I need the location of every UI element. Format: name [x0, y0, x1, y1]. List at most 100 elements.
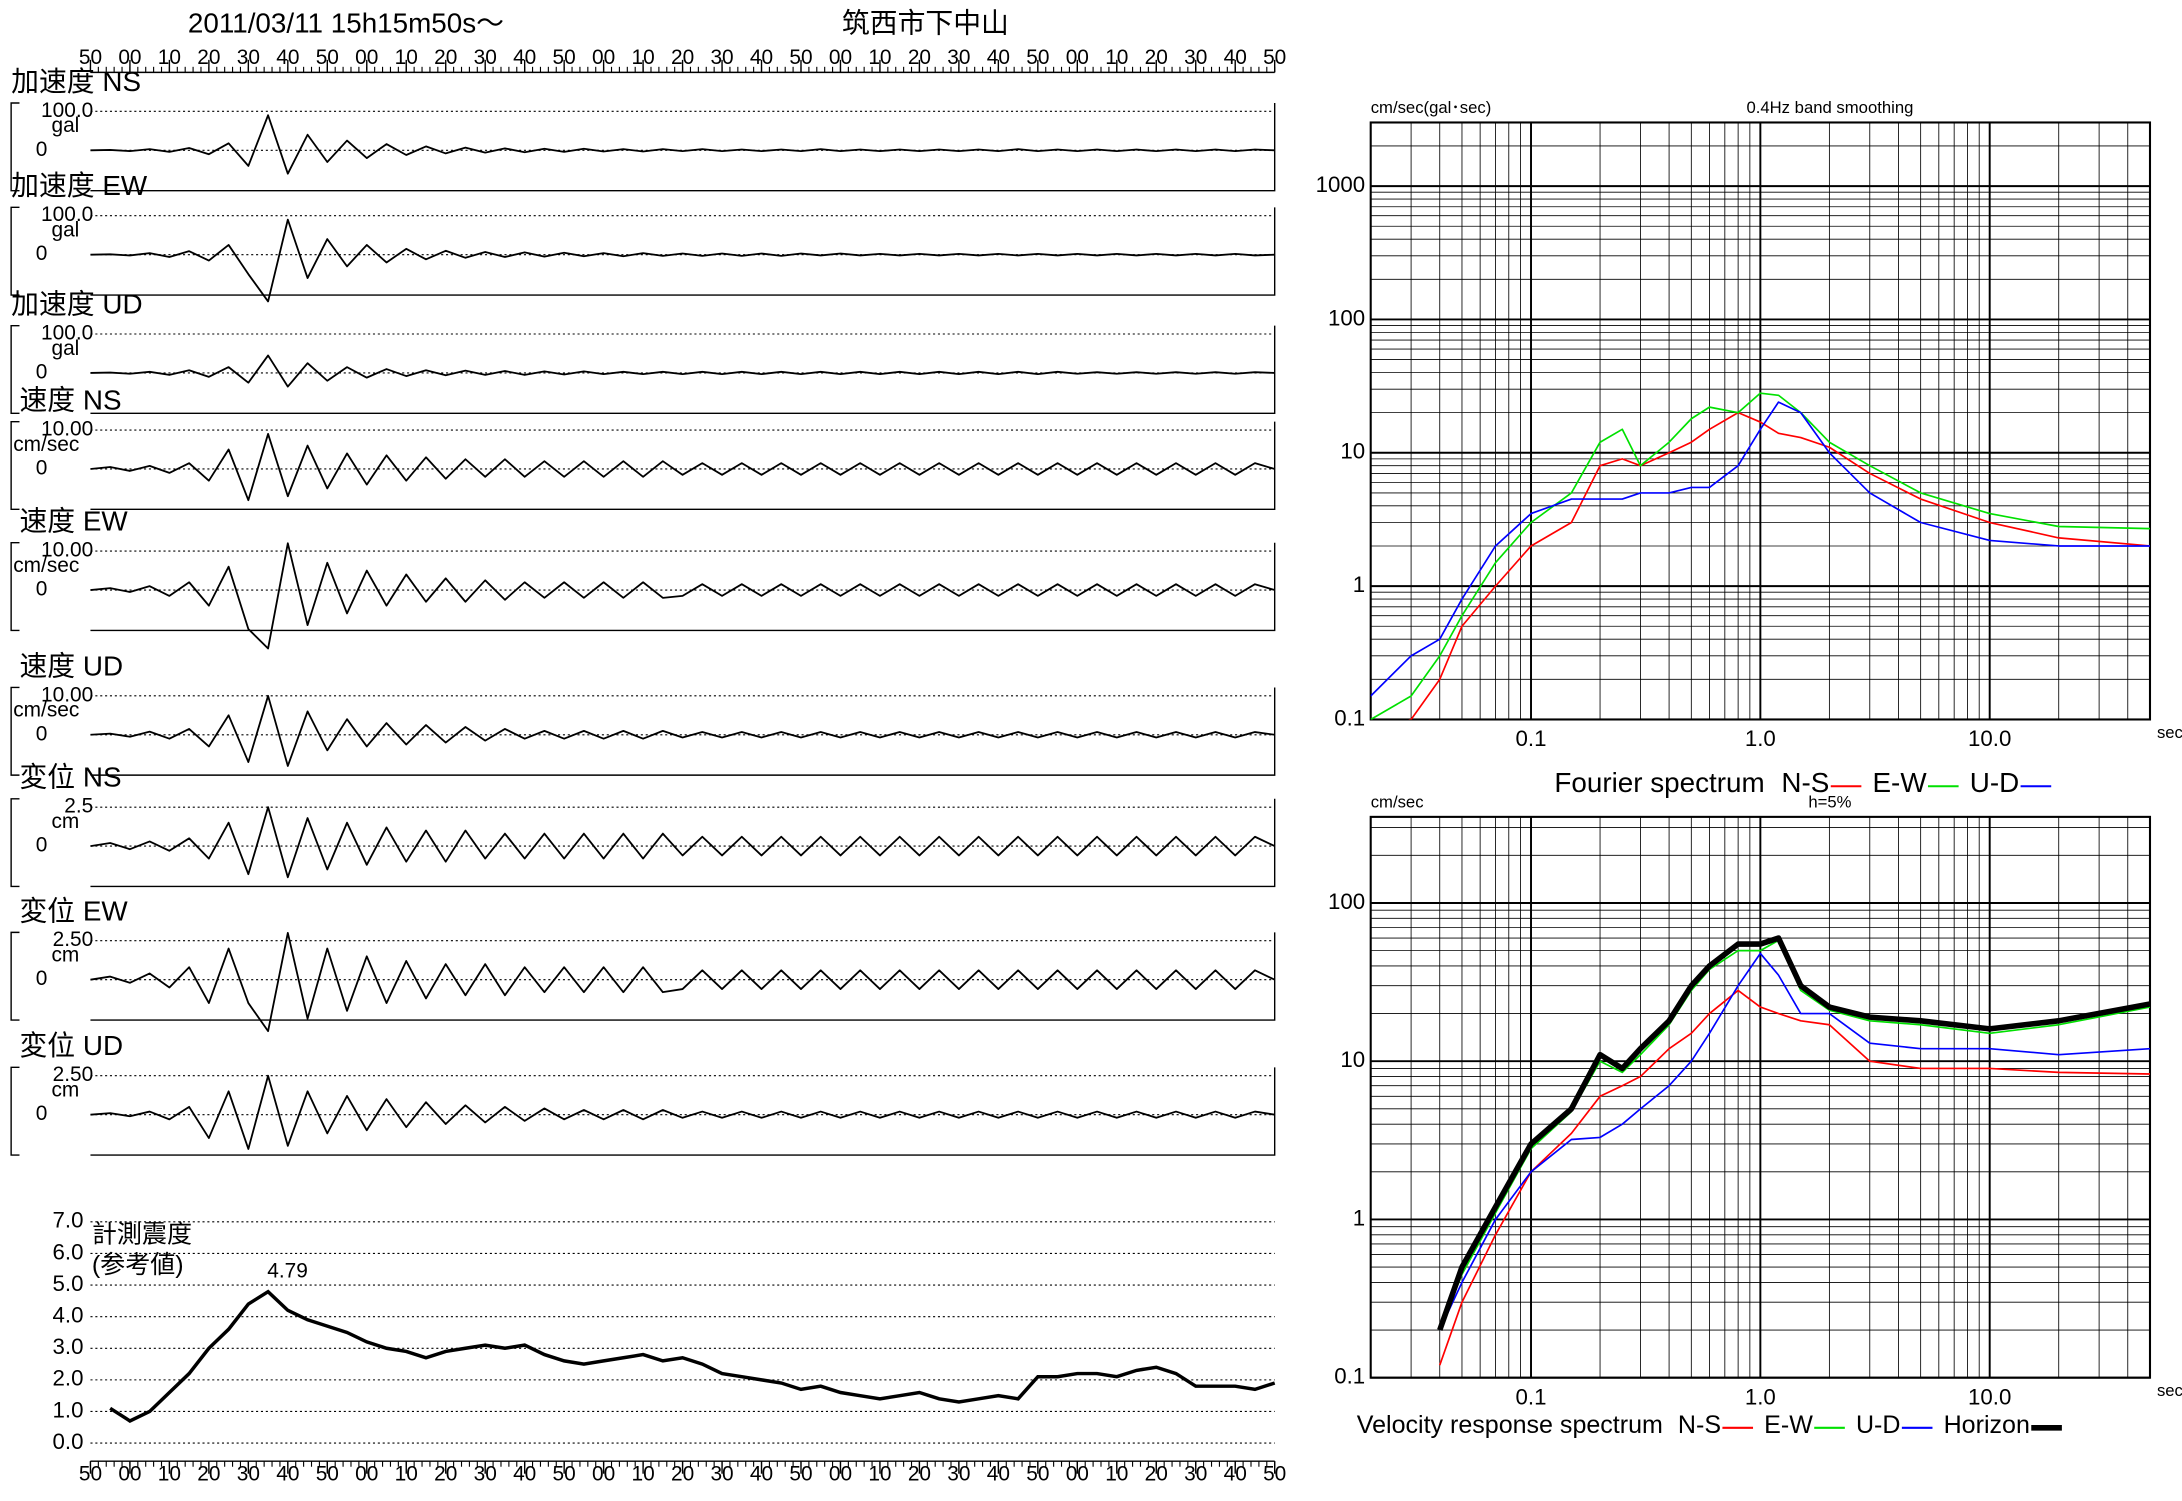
- x-tick-label: 1.0: [1745, 1384, 1776, 1409]
- x-tick-label: 10: [1105, 46, 1128, 69]
- peak-label: 4.79: [267, 1260, 308, 1283]
- y-tick-label: 100.0: [41, 203, 93, 226]
- panel-label: 加速度 UD: [11, 289, 142, 320]
- waveform: [90, 694, 1275, 767]
- y-tick-label: 10.00: [41, 539, 93, 562]
- y-tick-label: 1: [1353, 1205, 1365, 1230]
- y-tick-label: 1.0: [53, 1397, 84, 1422]
- x-tick-label: 50: [1263, 46, 1286, 69]
- y-tick-label: 10.00: [41, 418, 93, 441]
- y-tick-label: 100: [1328, 889, 1365, 914]
- series-line: [1370, 401, 2150, 697]
- x-tick-label: 10: [395, 1463, 418, 1486]
- panel-label: 変位 UD: [19, 1030, 123, 1061]
- y-tick-label: 100.0: [41, 99, 93, 122]
- panel-bracket: [10, 420, 20, 511]
- x-tick-label: 50: [79, 46, 102, 69]
- x-tick-label: 50: [79, 1463, 102, 1486]
- x-tick-label: 40: [276, 1463, 299, 1486]
- series-line: [1408, 411, 2150, 720]
- waveform: [90, 1074, 1275, 1150]
- panel-label: 変位 EW: [19, 895, 128, 926]
- x-tick-label: 30: [947, 46, 970, 69]
- chart-title: 計測震度: [92, 1220, 192, 1248]
- x-tick-label: 50: [316, 46, 339, 69]
- x-tick-label: 20: [434, 46, 457, 69]
- x-tick-label: 10: [1105, 1463, 1128, 1486]
- x-tick-label: 40: [1224, 1463, 1247, 1486]
- x-tick-label: 50: [553, 46, 576, 69]
- x-tick-label: 00: [355, 46, 378, 69]
- x-tick-label: 40: [513, 1463, 536, 1486]
- x-axis-label: sec: [2157, 723, 2182, 742]
- x-tick-label: 20: [197, 46, 220, 69]
- x-tick-label: 20: [1145, 46, 1168, 69]
- x-tick-label: 10: [158, 1463, 181, 1486]
- panel-bracket: [10, 206, 20, 296]
- x-tick-label: 30: [710, 46, 733, 69]
- y-tick-label: 4.0: [53, 1303, 84, 1328]
- panel-bracket: [10, 542, 20, 632]
- waveform: [90, 542, 1275, 650]
- x-tick-label: 10: [631, 1463, 654, 1486]
- x-tick-label: 0.1: [1516, 726, 1547, 751]
- panel-frame: [90, 325, 1276, 415]
- x-tick-label: 20: [908, 46, 931, 69]
- chart-subtitle: 0.4Hz band smoothing: [1746, 98, 1913, 117]
- legend-title: Velocity response spectrum: [1357, 1411, 1663, 1439]
- panel-frame: [90, 102, 1276, 192]
- legend-label: U-D: [1970, 767, 2019, 798]
- panel-unit: cm: [52, 810, 80, 833]
- y-axis-label: cm/sec: [1371, 792, 1424, 811]
- x-tick-label: 40: [750, 46, 773, 69]
- x-tick-label: 50: [1026, 46, 1049, 69]
- y-tick-label: 0.1: [1334, 705, 1365, 730]
- y-tick-label: 100: [1328, 305, 1365, 330]
- y-tick-label: 0: [36, 456, 48, 479]
- series-line: [1438, 989, 2150, 1366]
- panel-frame: [90, 421, 1276, 511]
- y-tick-label: 0: [36, 834, 48, 857]
- panel-label: 加速度 EW: [11, 170, 148, 201]
- y-tick-label: 0.0: [53, 1429, 84, 1454]
- series-group: [1370, 392, 2150, 720]
- x-tick-label: 30: [947, 1463, 970, 1486]
- x-tick-label: 30: [237, 1463, 260, 1486]
- y-tick-label: 0: [36, 722, 48, 745]
- y-tick-label: 1000: [1316, 172, 1366, 197]
- panel-bracket: [10, 102, 20, 192]
- waveform: [90, 932, 1276, 1033]
- y-tick-label: 2.5: [64, 795, 93, 818]
- x-tick-label: 50: [316, 1463, 339, 1486]
- x-tick-label: 30: [1184, 46, 1207, 69]
- panel-bracket: [10, 324, 20, 415]
- x-tick-label: 00: [592, 1463, 615, 1486]
- y-tick-label: 10.00: [41, 683, 93, 706]
- x-tick-label: 00: [1066, 1463, 1089, 1486]
- series-line: [1438, 939, 2150, 1331]
- y-tick-label: 0: [36, 360, 48, 383]
- y-tick-label: 0: [36, 242, 48, 265]
- x-tick-label: 10.0: [1968, 726, 2011, 751]
- legend-label: E-W: [1873, 767, 1928, 798]
- x-tick-label: 40: [513, 46, 536, 69]
- x-tick-label: 00: [592, 46, 615, 69]
- x-tick-label: 30: [1184, 1463, 1207, 1486]
- legend-title: Fourier spectrum: [1554, 767, 1764, 798]
- y-tick-label: 0: [36, 578, 48, 601]
- panel-unit: cm/sec: [13, 554, 79, 577]
- y-tick-label: 3.0: [53, 1334, 84, 1359]
- x-tick-label: 10: [868, 46, 891, 69]
- y-tick-label: 10: [1340, 439, 1365, 464]
- panel-frame: [90, 1067, 1276, 1156]
- x-tick-label: 30: [474, 46, 497, 69]
- panel-unit: cm/sec: [13, 433, 79, 456]
- x-tick-label: 00: [118, 1463, 141, 1486]
- x-tick-label: 0.1: [1516, 1384, 1547, 1409]
- x-tick-label: 10: [868, 1463, 891, 1486]
- y-tick-label: 0: [36, 138, 48, 161]
- legend-label: N-S: [1781, 767, 1829, 798]
- panel-label: 加速度 NS: [11, 66, 141, 97]
- waveform: [90, 433, 1275, 502]
